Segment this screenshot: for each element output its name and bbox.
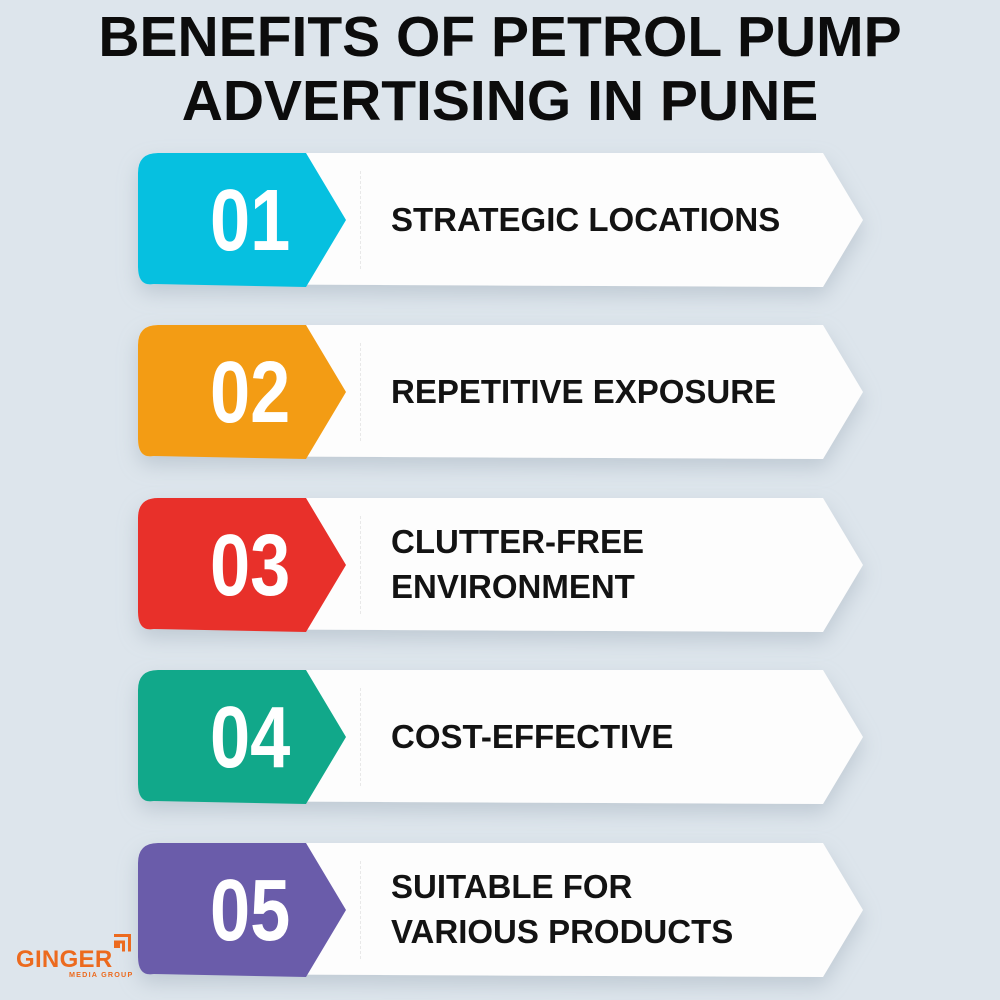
svg-text:GINGER: GINGER <box>16 946 112 973</box>
svg-text:MEDIA GROUP: MEDIA GROUP <box>69 970 133 979</box>
